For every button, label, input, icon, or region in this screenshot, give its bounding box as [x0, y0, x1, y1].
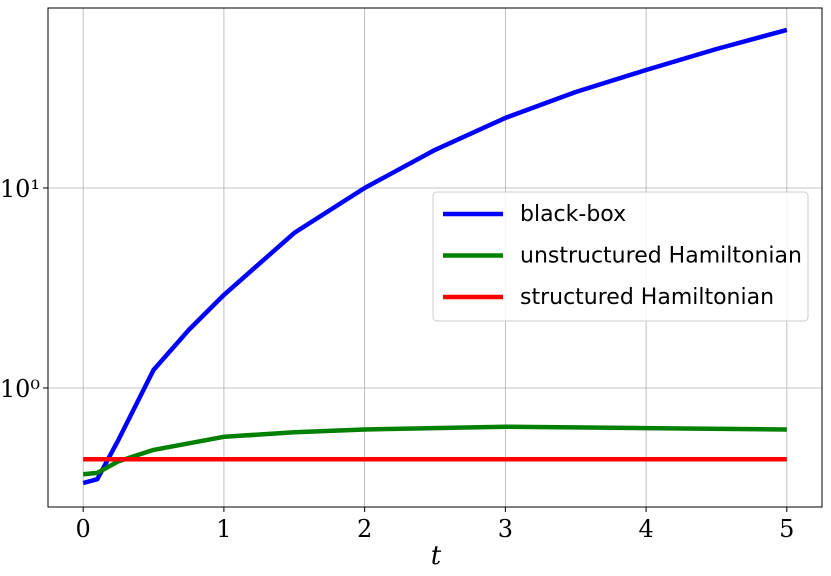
legend-label: unstructured Hamiltonian: [520, 244, 802, 269]
plot: [82, 27, 788, 486]
x-tick-label: 5: [779, 515, 794, 543]
x-axis-label: t: [431, 541, 442, 571]
x-tick-label: 1: [216, 515, 231, 543]
y-tick-label: 10⁰: [0, 375, 40, 403]
axes-frame: [47, 7, 823, 508]
legend-label: structured Hamiltonian: [520, 285, 774, 310]
legend-label: black-box: [520, 202, 626, 227]
x-tick-label: 4: [638, 515, 653, 543]
x-tick-label: 0: [76, 515, 91, 543]
x-tick-label: 2: [357, 515, 372, 543]
tick-labels: 0 1 2 3 4 5 10⁰ 10¹: [0, 175, 794, 543]
series-line: [82, 27, 788, 486]
legend-box: [432, 191, 809, 322]
legend: black-box unstructured Hamiltonian structu…: [432, 191, 809, 322]
y-tick-label: 10¹: [0, 175, 40, 203]
series-line: [82, 424, 787, 477]
x-tick-label: 3: [498, 515, 513, 543]
